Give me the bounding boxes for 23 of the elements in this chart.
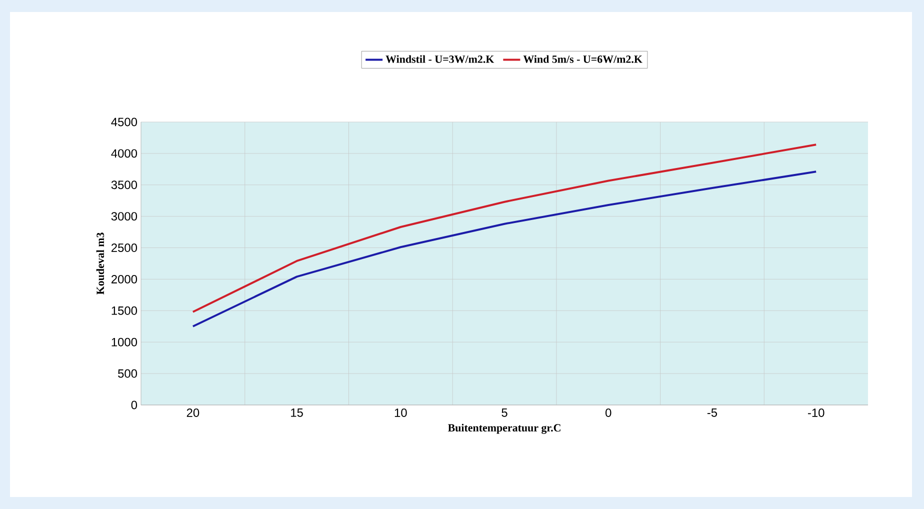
x-tick-label: 0: [606, 408, 612, 417]
y-axis-title: Koudeval m3: [96, 232, 104, 294]
legend-label: Windstil - U=3W/m2.K: [386, 55, 494, 63]
x-axis-title: Buitentemperatuur gr.C: [448, 424, 560, 434]
y-tick-label: 2000: [111, 274, 138, 284]
line-series: [192, 144, 818, 313]
x-tick-label: 5: [502, 408, 508, 417]
y-tick-label: 3500: [111, 180, 138, 190]
y-tick-label: 3000: [111, 212, 138, 221]
x-tick-label: -10: [808, 408, 824, 417]
y-tick-label: 4500: [111, 118, 138, 126]
legend-label: Wind 5m/s - U=6W/m2.K: [523, 55, 642, 63]
y-tick-label: 4000: [111, 149, 138, 158]
y-tick-label: 2500: [111, 244, 138, 252]
x-tick-label: 20: [186, 408, 200, 417]
y-tick-label: 500: [118, 369, 138, 378]
line-series: [192, 170, 818, 328]
x-tick-label: 15: [291, 408, 303, 417]
x-tick-label: -5: [707, 408, 718, 417]
y-tick-label: 0: [131, 400, 138, 410]
x-tick-label: 10: [394, 408, 407, 417]
y-tick-label: 1000: [112, 338, 138, 346]
y-tick-label: 1500: [112, 306, 138, 315]
